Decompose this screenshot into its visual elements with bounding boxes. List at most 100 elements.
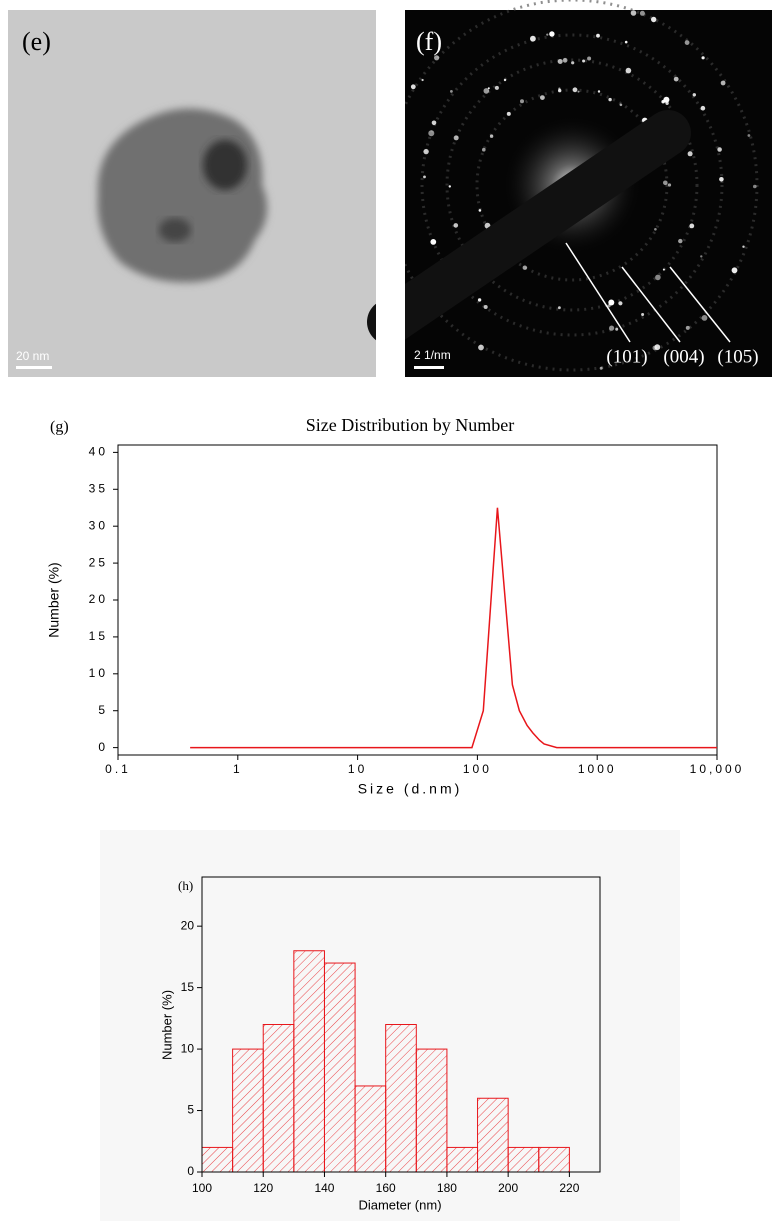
y-tick-label: 15 [181, 980, 195, 994]
diffraction-spot [431, 120, 437, 126]
diffraction-spot [630, 10, 637, 16]
diffraction-spot [582, 59, 586, 63]
panel-label: (f) [416, 27, 442, 56]
y-tick-label: 5 [98, 703, 108, 717]
diffraction-spot [448, 185, 451, 188]
y-tick-label: 0 [187, 1164, 194, 1178]
diffraction-spot [692, 93, 696, 97]
y-tick-label: 10 [89, 666, 108, 680]
diffraction-spot [434, 55, 440, 61]
diffraction-spot [673, 76, 679, 82]
particle-dark [159, 218, 191, 242]
diffraction-spot [540, 95, 545, 100]
histogram-bar [293, 950, 325, 1173]
diffraction-spot [700, 105, 706, 111]
diffraction-spot [506, 111, 511, 116]
diffraction-spot [667, 183, 672, 187]
diffraction-spot [482, 147, 486, 152]
diffraction-spot [520, 99, 524, 104]
histogram-bar [354, 1085, 387, 1173]
size-distribution-chart: (g) Size Distribution by Number Size (d.… [46, 415, 745, 797]
y-tick-label: 35 [89, 481, 108, 495]
histogram-bar [262, 1024, 295, 1173]
diffraction-spot [753, 184, 757, 189]
diffraction-spot [719, 177, 724, 182]
y-tick-label: 20 [89, 592, 108, 606]
diffraction-spot [487, 87, 490, 90]
diffraction-spot [689, 223, 695, 229]
x-axis-label: Size (d.nm) [358, 781, 463, 797]
diffraction-spot [558, 88, 562, 93]
y-tick-label: 0 [98, 740, 108, 754]
x-tick-label: 1 [233, 762, 243, 776]
y-tick-label: 10 [181, 1041, 195, 1055]
gap [376, 10, 405, 377]
diffraction-spot [608, 299, 615, 306]
x-tick-label: 220 [559, 1181, 579, 1195]
diffraction-spot [624, 40, 628, 44]
diffraction-spot [596, 33, 600, 38]
indicator-line [669, 266, 731, 343]
diffraction-ring [475, 88, 669, 282]
diffraction-spot [477, 298, 482, 302]
diffraction-ring [420, 33, 724, 337]
diffraction-spot [652, 345, 658, 351]
diffraction-spot [428, 130, 435, 137]
diffraction-spot [655, 274, 661, 281]
ring-label: (004) [663, 346, 704, 367]
y-axis-label: Number (%) [46, 562, 62, 637]
diffraction-spot [651, 16, 657, 23]
diffraction-spot [701, 315, 708, 321]
diffraction-spot [639, 10, 645, 16]
diffraction-spot [701, 56, 705, 60]
x-tick-label: 180 [437, 1181, 457, 1195]
diffraction-spot [430, 239, 437, 245]
diffraction-spot [562, 57, 568, 63]
diffraction-spot [684, 40, 690, 45]
x-tick-label: 160 [376, 1181, 396, 1195]
y-tick-label: 25 [89, 555, 108, 569]
histogram-bar [415, 1048, 448, 1173]
chart-title: Size Distribution by Number [306, 415, 514, 435]
diffraction-spot [410, 84, 416, 90]
x-tick-label: 10 [348, 762, 367, 776]
x-tick-label: 120 [253, 1181, 273, 1195]
histogram-bar [323, 962, 356, 1173]
diffraction-spot [663, 180, 668, 186]
x-tick-label: 140 [314, 1181, 334, 1195]
diffraction-spot [423, 175, 426, 179]
scale-bar-label: 20 nm [16, 349, 49, 363]
ring-label: (101) [606, 346, 647, 367]
particle-dark [203, 140, 247, 190]
diffraction-spot [641, 313, 645, 316]
diffraction-ring [385, 0, 759, 372]
diffraction-spot [572, 87, 578, 93]
y-tick-label: 40 [89, 445, 108, 459]
diffraction-spot [421, 78, 424, 82]
y-axis-label: Number (%) [159, 990, 174, 1060]
diffraction-spot [489, 134, 494, 138]
diffraction-spot [546, 33, 549, 36]
diffraction-spot [450, 90, 453, 93]
diffraction-spot [662, 99, 666, 103]
diffraction-spot [678, 238, 683, 244]
diffraction-spot [558, 306, 561, 310]
diffraction-spot [478, 344, 484, 351]
diffraction-spot [731, 267, 738, 274]
histogram-bar [232, 1048, 264, 1173]
histogram-chart: (h) Diameter (nm) Number (%) 0 5 10 15 20 100… [100, 830, 680, 1221]
histogram-bar [201, 1146, 234, 1173]
diffraction-spot [615, 327, 619, 331]
ring-label: (105) [717, 346, 758, 367]
panel-label: (g) [50, 419, 69, 436]
x-tick-label: 10,000 [690, 762, 745, 776]
beam-stopper [367, 110, 691, 345]
diffraction-spot [619, 103, 623, 107]
diffraction-spot [478, 209, 482, 212]
diffraction-spot [700, 255, 703, 258]
histogram-bar [477, 1097, 509, 1173]
diffraction-spot [685, 325, 690, 330]
diffraction-spot [571, 61, 575, 65]
diffraction-spot [687, 151, 693, 157]
